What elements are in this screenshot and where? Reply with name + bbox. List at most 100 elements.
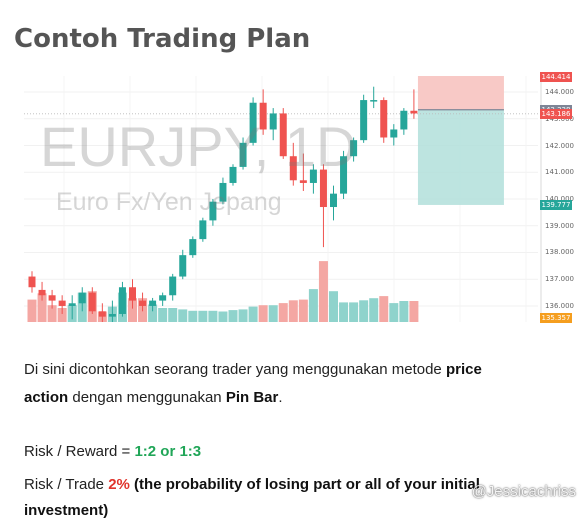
price-tag: 139.777 (540, 199, 572, 210)
candle-body (139, 300, 147, 306)
volume-bar (409, 301, 419, 322)
author-watermark: @Jessicachriss (471, 483, 576, 500)
price-tag: 143.186 (540, 108, 572, 119)
volume-bar (178, 309, 188, 322)
candle-body (350, 140, 358, 157)
candle-body (28, 276, 36, 288)
take-profit-zone (417, 109, 504, 205)
price-chart[interactable]: EURJPY, 1D Euro Fx/Yen Jepang (24, 76, 542, 322)
volume-bar (158, 308, 168, 322)
intro-text: Di sini dicontohkan seorang trader yang … (24, 361, 446, 378)
page-title: Contoh Trading Plan (14, 24, 311, 54)
volume-bar (329, 291, 338, 322)
candle-body (189, 239, 197, 256)
candle-body (209, 201, 217, 221)
candle-body (239, 142, 247, 167)
volume-bar (218, 311, 228, 322)
intro-period: . (278, 389, 283, 406)
volume-bar (298, 299, 308, 322)
volume-bar (47, 305, 57, 322)
candle-body (259, 102, 267, 130)
risk-reward-line: Risk / Reward = 1:2 or 1:3 (24, 443, 201, 460)
risk-trade-note: (the probability of losing part or all o… (24, 476, 480, 519)
candle-body (68, 303, 76, 306)
intro-paragraph: Di sini dicontohkan seorang trader yang … (24, 356, 524, 412)
candle-body (400, 110, 408, 130)
candle-body (229, 166, 237, 183)
volume-bar (238, 309, 248, 322)
candle-body (88, 292, 96, 312)
volume-bar (258, 305, 268, 322)
candle-body (219, 182, 227, 202)
candle-body (330, 193, 337, 208)
candle-body (299, 180, 307, 183)
volume-bar (198, 310, 208, 322)
volume-bar (278, 303, 288, 322)
volume-bar (208, 310, 218, 322)
risk-reward-value: 1:2 or 1:3 (134, 443, 202, 460)
candle-body (199, 220, 207, 240)
candle-body (129, 287, 136, 301)
volume-bar (168, 308, 178, 322)
volume-bar (379, 296, 389, 322)
candle-body (48, 295, 56, 301)
volume-bar (288, 300, 298, 322)
candle-body (289, 156, 297, 181)
candlestick-chart-svg[interactable] (24, 76, 542, 322)
candle-body (309, 169, 317, 183)
volume-bar (369, 298, 379, 322)
candle-body (380, 100, 388, 138)
candle-body (98, 311, 106, 317)
candle-body (149, 300, 157, 306)
volume-bar (27, 299, 37, 322)
candle-body (390, 129, 398, 138)
price-tick-label: 137.000 (545, 275, 574, 284)
candle-body (38, 289, 46, 296)
volume-bar (349, 302, 359, 322)
volume-bar (148, 304, 158, 322)
intro-text-2: dengan menggunakan (68, 389, 226, 406)
volume-bar (228, 310, 238, 322)
volume-bar (359, 300, 369, 322)
candle-body (159, 295, 167, 301)
volume-bar (248, 306, 258, 322)
price-tag: 144.414 (540, 72, 572, 82)
volume-bar (339, 302, 349, 322)
risk-trade-label: Risk / Trade (24, 476, 109, 493)
risk-trade-value: 2% (108, 476, 130, 493)
price-tick-label: 140.000 (545, 195, 574, 203)
volume-bar (188, 310, 198, 322)
candle-body (179, 255, 187, 277)
volume-bar (268, 305, 278, 322)
stop-loss-zone (417, 76, 504, 110)
price-tag: 135.357 (540, 313, 572, 323)
volume-bar (128, 298, 137, 322)
candle-body (410, 110, 418, 114)
candle-body (340, 156, 348, 194)
candle-body (279, 113, 287, 157)
price-tick-label: 141.000 (545, 168, 574, 177)
volume-bar (37, 293, 47, 322)
volume-bar (308, 289, 318, 322)
intro-pattern: Pin Bar (225, 389, 279, 406)
intro-method: price action (24, 361, 482, 406)
candle-body (169, 276, 177, 296)
price-tick-label: 138.000 (545, 248, 574, 257)
candle-body (370, 100, 378, 102)
price-tick-label: 142.000 (545, 141, 574, 150)
candle-body (319, 169, 327, 208)
price-axis[interactable]: 144.000143.000142.000141.000140.000139.0… (540, 72, 584, 323)
volume-bar (318, 261, 328, 322)
candle-body (269, 113, 277, 130)
candle-body (108, 313, 116, 317)
volume-bar (399, 301, 409, 322)
candle-body (78, 292, 86, 304)
volume-bar (57, 308, 67, 322)
risk-reward-label: Risk / Reward = (24, 443, 135, 460)
price-tick-label: 136.000 (545, 301, 574, 310)
price-tick-label: 139.000 (545, 221, 574, 230)
price-tick-label: 144.000 (545, 88, 574, 97)
candle-body (118, 287, 126, 314)
risk-trade-line: Risk / Trade 2% (the probability of losi… (24, 472, 564, 524)
candle-body (249, 102, 257, 143)
